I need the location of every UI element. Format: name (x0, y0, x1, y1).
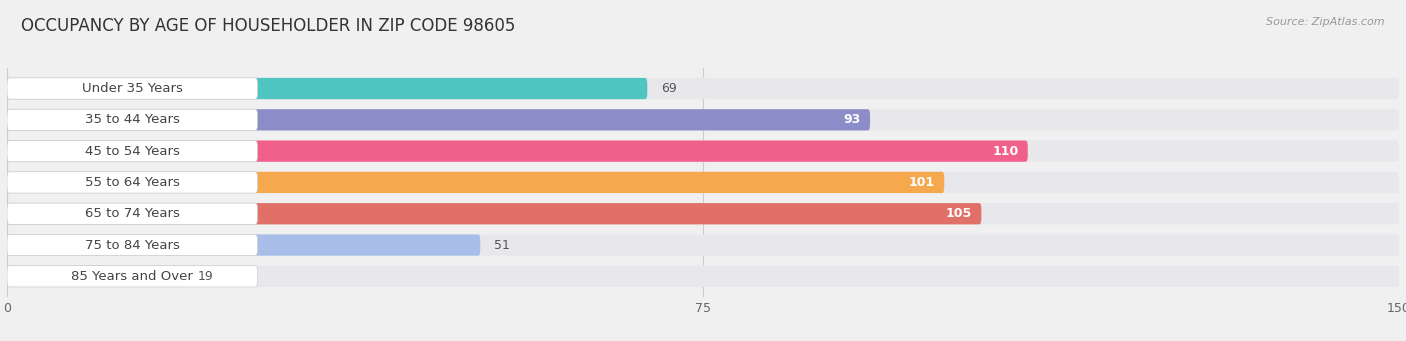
FancyBboxPatch shape (7, 172, 945, 193)
FancyBboxPatch shape (7, 234, 257, 256)
FancyBboxPatch shape (7, 78, 647, 99)
FancyBboxPatch shape (7, 109, 257, 131)
FancyBboxPatch shape (7, 234, 481, 256)
Text: 101: 101 (908, 176, 935, 189)
FancyBboxPatch shape (7, 140, 257, 162)
FancyBboxPatch shape (7, 140, 1399, 162)
FancyBboxPatch shape (7, 203, 1399, 224)
FancyBboxPatch shape (7, 266, 183, 287)
Text: 105: 105 (946, 207, 972, 220)
FancyBboxPatch shape (7, 172, 257, 193)
FancyBboxPatch shape (7, 203, 981, 224)
Text: 69: 69 (661, 82, 678, 95)
Text: 93: 93 (844, 113, 860, 126)
Text: 55 to 64 Years: 55 to 64 Years (84, 176, 180, 189)
FancyBboxPatch shape (7, 140, 1028, 162)
Text: 75 to 84 Years: 75 to 84 Years (84, 239, 180, 252)
FancyBboxPatch shape (7, 78, 257, 99)
FancyBboxPatch shape (7, 266, 1399, 287)
Text: 65 to 74 Years: 65 to 74 Years (84, 207, 180, 220)
Text: 110: 110 (993, 145, 1018, 158)
FancyBboxPatch shape (7, 109, 870, 131)
FancyBboxPatch shape (7, 266, 257, 287)
FancyBboxPatch shape (7, 203, 257, 224)
Text: Source: ZipAtlas.com: Source: ZipAtlas.com (1267, 17, 1385, 27)
FancyBboxPatch shape (7, 234, 1399, 256)
FancyBboxPatch shape (7, 172, 1399, 193)
Text: 45 to 54 Years: 45 to 54 Years (84, 145, 180, 158)
FancyBboxPatch shape (7, 78, 1399, 99)
Text: 85 Years and Over: 85 Years and Over (72, 270, 193, 283)
Text: OCCUPANCY BY AGE OF HOUSEHOLDER IN ZIP CODE 98605: OCCUPANCY BY AGE OF HOUSEHOLDER IN ZIP C… (21, 17, 516, 35)
Text: 51: 51 (495, 239, 510, 252)
Text: 35 to 44 Years: 35 to 44 Years (84, 113, 180, 126)
Text: 19: 19 (197, 270, 214, 283)
Text: Under 35 Years: Under 35 Years (82, 82, 183, 95)
FancyBboxPatch shape (7, 109, 1399, 131)
